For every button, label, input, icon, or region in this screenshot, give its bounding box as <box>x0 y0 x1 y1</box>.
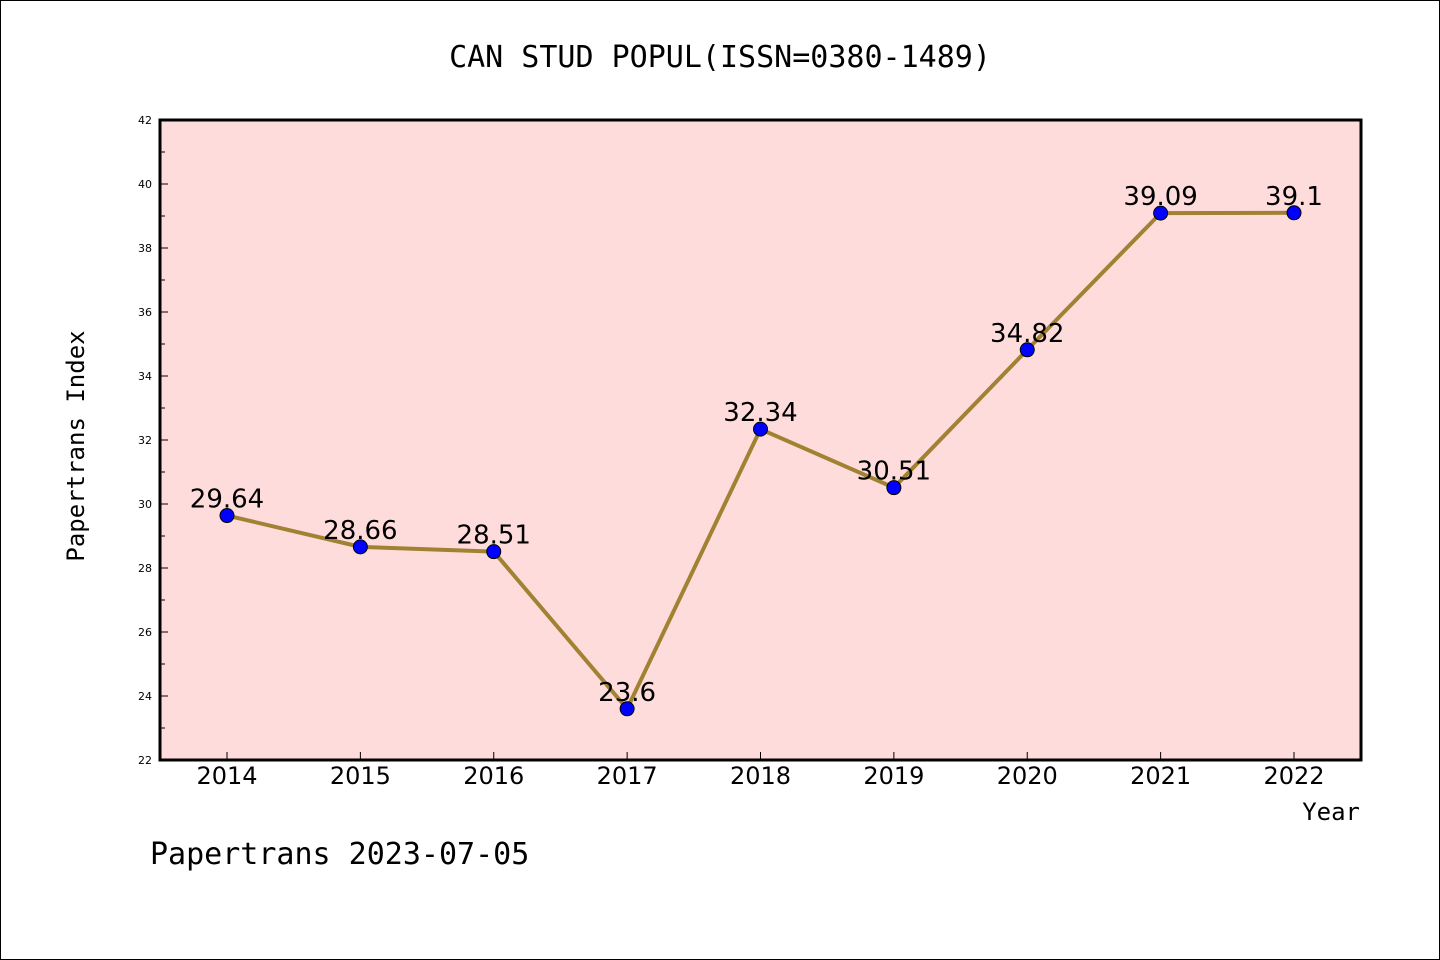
data-label: 30.51 <box>857 457 931 487</box>
y-tick-label: 26 <box>138 626 152 639</box>
x-tick-label: 2017 <box>597 762 658 790</box>
x-tick-label: 2019 <box>863 762 924 790</box>
plot-area <box>158 118 1363 762</box>
data-point <box>486 544 502 560</box>
data-point <box>619 701 635 717</box>
x-tick-label: 2015 <box>330 762 391 790</box>
x-tick-label: 2018 <box>730 762 791 790</box>
x-axis: 2014 2015 2016 2017 2018 2019 2020 2021 2022 <box>196 752 1325 790</box>
series-line-group <box>219 205 1302 717</box>
data-point <box>352 539 368 555</box>
data-point <box>1153 205 1169 221</box>
y-tick-label: 28 <box>138 562 152 575</box>
data-label: 39.09 <box>1123 182 1197 212</box>
data-label: 28.66 <box>323 516 397 546</box>
y-tick-label: 36 <box>138 306 152 319</box>
data-point <box>219 508 235 524</box>
data-point <box>1286 205 1302 221</box>
y-tick-label: 32 <box>138 434 152 447</box>
data-label: 39.1 <box>1265 182 1323 212</box>
data-point <box>1019 342 1035 358</box>
y-axis: 22 24 26 28 30 32 34 36 38 40 42 <box>138 114 168 767</box>
y-axis-label: Papertrans Index <box>62 330 90 561</box>
data-label: 34.82 <box>990 319 1064 349</box>
x-axis-label: Year <box>1302 798 1360 826</box>
footer-text: Papertrans 2023-07-05 <box>150 837 529 872</box>
x-tick-label: 2016 <box>463 762 524 790</box>
data-label: 32.34 <box>723 398 797 428</box>
x-tick-label: 2021 <box>1130 762 1191 790</box>
x-tick-label: 2020 <box>997 762 1058 790</box>
chart-title: CAN STUD POPUL(ISSN=0380-1489) <box>449 40 991 75</box>
x-tick-label: 2022 <box>1263 762 1324 790</box>
y-tick-label: 24 <box>138 690 152 703</box>
y-tick-label: 40 <box>138 178 152 191</box>
data-label: 28.51 <box>457 521 531 551</box>
data-point <box>753 421 768 437</box>
data-label: 29.64 <box>190 485 264 515</box>
y-tick-label: 38 <box>138 242 152 255</box>
y-tick-label: 34 <box>138 370 152 383</box>
y-tick-label: 42 <box>138 114 152 127</box>
x-tick-label: 2014 <box>196 762 257 790</box>
data-point <box>886 480 902 496</box>
y-tick-label: 22 <box>138 754 152 767</box>
data-label: 23.6 <box>598 678 656 708</box>
data-labels-group: 29.64 28.66 28.51 23.6 32.34 30.51 34.82 39.09 3… <box>190 182 1323 708</box>
y-tick-label: 30 <box>138 498 152 511</box>
